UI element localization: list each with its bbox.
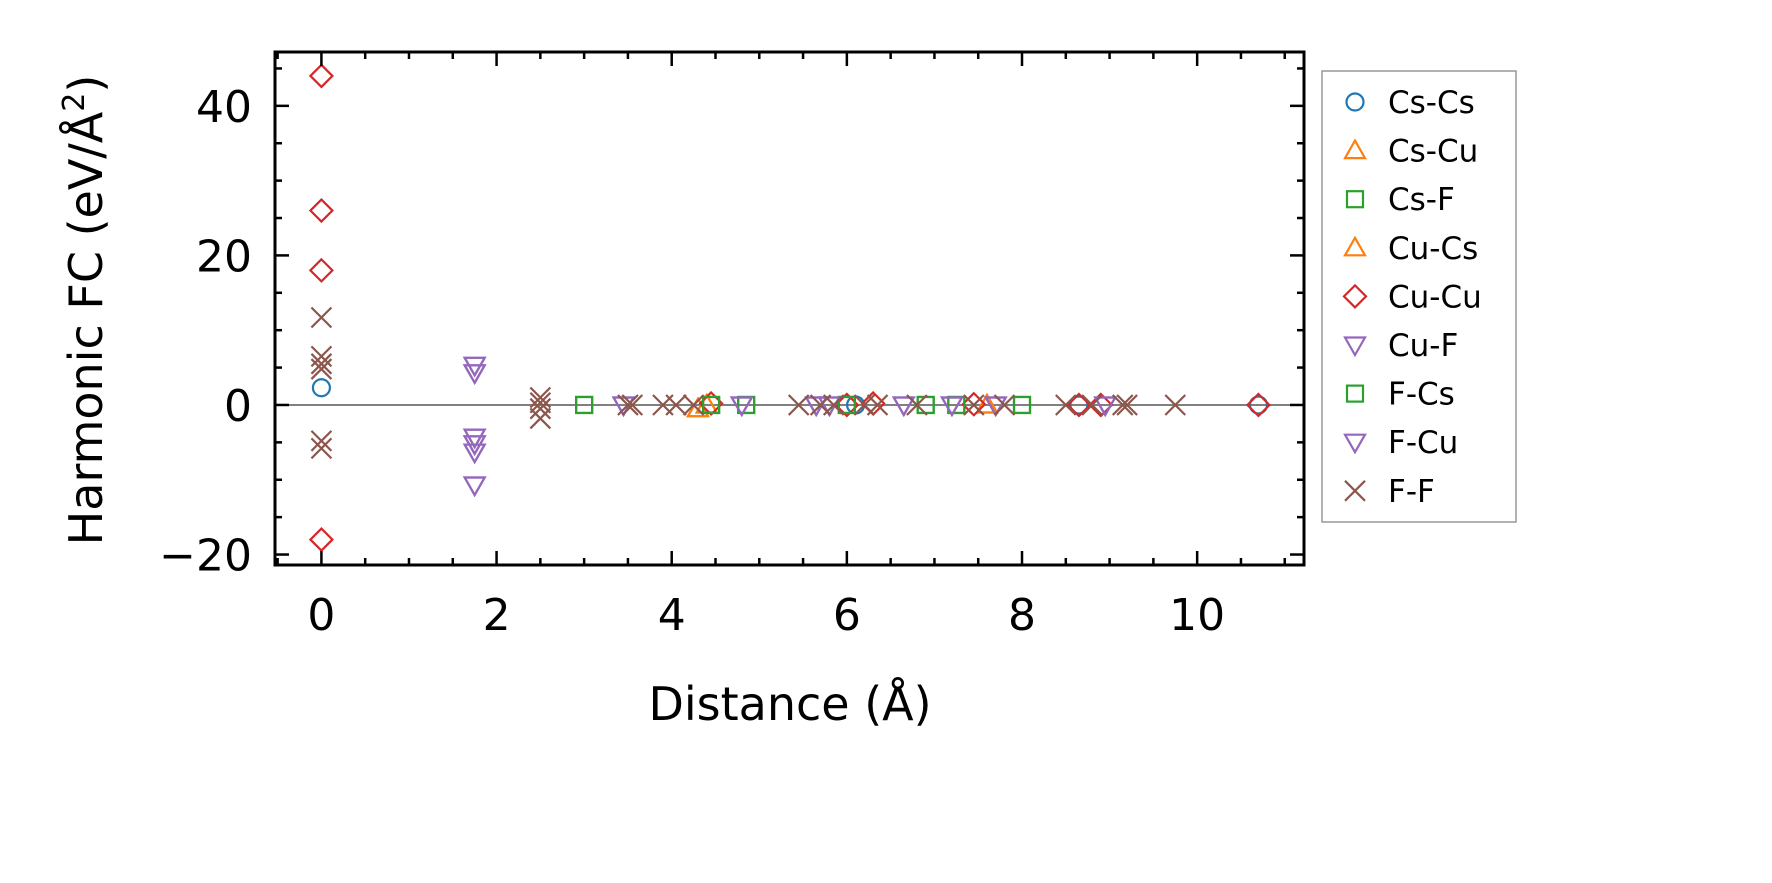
legend-marker-icon [1343,235,1367,257]
series-Cu-F [462,356,1118,498]
x-tick-label: 8 [1008,590,1036,641]
point-Cs-Cs [1069,395,1089,415]
point-F-Cu [940,396,964,418]
point-F-F [529,407,552,430]
legend-item-F-Cu: F-Cu [1343,425,1458,461]
x-tick-label: 2 [483,590,511,641]
point-F-F [665,394,687,416]
point-F-Cu [462,428,487,450]
legend-label: Cu-Cs [1388,231,1478,267]
legend-item-Cs-F: Cs-F [1345,182,1455,218]
legend: Cs-Cs Cs-Cu Cs-F Cu-Cs Cu-Cu Cu-F F-Cs F-Cu F-F [1321,70,1517,523]
data-marks [275,63,1304,553]
point-Cu-Cu [308,63,334,89]
point-F-F [529,397,552,420]
legend-item-Cs-Cu: Cs-Cu [1343,134,1478,170]
point-Cu-Cs [975,392,999,414]
y-tick-label: 0 [224,381,252,432]
point-F-Cu [891,396,916,418]
legend-label: Cs-Cs [1388,85,1475,121]
legend-label: Cu-F [1388,328,1458,364]
point-F-F [1081,394,1103,416]
legend-item-Cu-Cu: Cu-Cu [1342,279,1482,315]
point-F-F [617,394,639,416]
legend-marker-icon [1345,92,1365,112]
series-Cu-Cu [308,63,1272,553]
point-F-Cs [837,395,856,415]
point-F-F [822,394,845,416]
legend-item-Cs-Cs: Cs-Cs [1345,85,1475,121]
point-F-F [1116,394,1138,416]
legend-marker-icon [1343,433,1367,455]
point-Cu-Cu [1088,392,1114,418]
point-F-F [1111,394,1134,416]
legend-label: F-F [1388,474,1435,510]
point-F-F [310,430,333,452]
legend-item-F-Cs: F-Cs [1345,377,1455,413]
y-tick-label: 40 [196,82,252,133]
legend-marker-icon [1345,384,1365,403]
point-F-Cs [575,395,594,415]
point-F-F [682,394,705,416]
legend-label: Cs-F [1388,182,1455,218]
point-F-F [787,394,810,416]
legend-item-Cu-Cs: Cu-Cs [1343,231,1478,267]
axis-ticks: 0 2 4 6 8 10 −20 0 20 40 [159,52,1304,641]
point-F-Cu [462,476,487,498]
y-tick-label: −20 [159,531,252,582]
point-Cu-Cu [308,197,334,224]
point-F-F [529,386,552,409]
point-F-Cs [702,395,721,415]
plot-frame [273,50,1306,567]
legend-marker-icon [1345,190,1365,209]
series-F-F [310,306,1187,460]
point-Cu-Cu [1245,392,1272,418]
y-axis-label: Harmonic FC (eV/Å2) [57,75,113,546]
point-Cu-Cu [1066,392,1092,418]
point-F-Cs [1012,395,1032,415]
x-tick-label: 4 [658,590,686,641]
legend-label: F-Cs [1388,377,1455,413]
legend-marker-icon [1343,138,1367,160]
legend-label: Cu-Cu [1388,279,1482,315]
legend-frame [1321,70,1517,523]
point-F-Cu [729,396,754,418]
point-F-F [310,353,333,375]
point-F-Cu [462,443,487,465]
point-Cu-Cu [308,527,334,553]
point-Cs-Cs [1248,395,1269,415]
legend-item-F-F: F-F [1344,474,1435,510]
legend-item-Cu-F: Cu-F [1343,328,1458,364]
x-tick-label: 6 [833,590,861,641]
legend-label: Cs-Cu [1388,134,1478,170]
point-F-Cu [1093,396,1118,418]
point-F-F [906,394,928,416]
legend-label: F-Cu [1388,425,1458,461]
legend-marker-icon [1343,336,1367,358]
x-tick-label: 0 [307,590,335,641]
point-Cu-Cu [308,257,334,283]
point-F-F [1055,394,1077,416]
point-Cu-Cu [961,391,987,417]
point-F-F [866,394,889,416]
series-F-Cu [462,356,1118,498]
point-F-F [310,306,333,329]
point-F-F [621,394,644,416]
point-F-F [993,394,1016,416]
point-F-F [963,394,985,416]
point-Cs-Cs [311,378,332,398]
y-tick-label: 20 [196,231,252,282]
point-F-F [310,437,333,460]
x-tick-label: 10 [1169,590,1225,641]
legend-marker-icon [1342,283,1368,309]
point-F-Cu [462,356,487,378]
point-F-F [1164,394,1187,416]
point-F-F [310,358,333,380]
x-axis-label: Distance (Å) [648,677,931,731]
point-Cu-F [462,476,487,498]
point-F-F [529,391,552,414]
point-F-Cu [462,364,487,386]
legend-marker-icon [1344,480,1366,502]
